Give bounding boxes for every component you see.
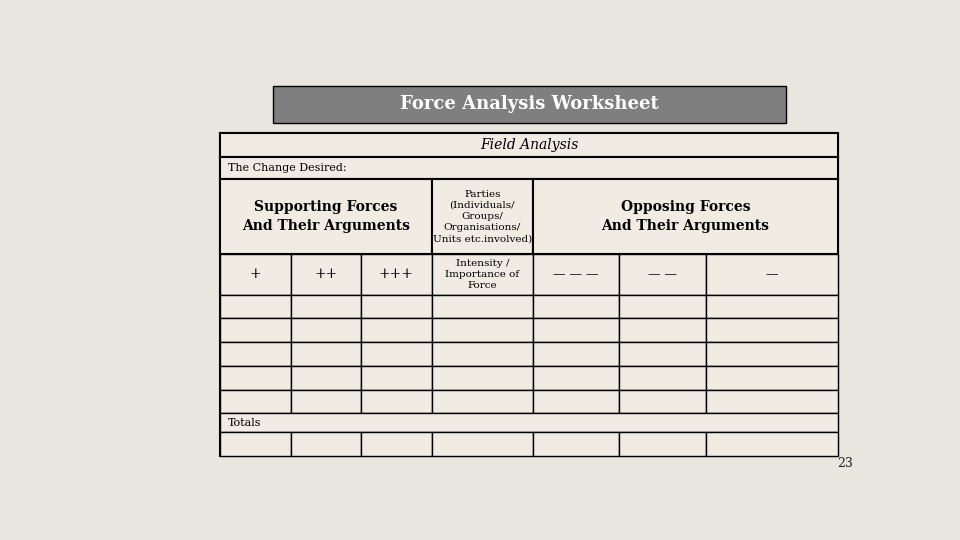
- Bar: [221, 294, 291, 318]
- Bar: [273, 85, 786, 123]
- Text: +++: +++: [379, 267, 414, 281]
- Bar: [706, 342, 838, 366]
- Bar: [291, 366, 361, 389]
- Bar: [291, 342, 361, 366]
- Bar: [291, 389, 361, 413]
- Bar: [619, 254, 706, 294]
- Bar: [432, 294, 533, 318]
- Bar: [221, 133, 838, 456]
- Bar: [361, 389, 432, 413]
- Bar: [432, 389, 533, 413]
- Bar: [361, 318, 432, 342]
- Bar: [221, 318, 291, 342]
- Text: Totals: Totals: [228, 417, 261, 428]
- Bar: [291, 294, 361, 318]
- Text: Parties
(Individuals/
Groups/
Organisations/
Units etc.involved): Parties (Individuals/ Groups/ Organisati…: [433, 190, 532, 243]
- Bar: [706, 254, 838, 294]
- Bar: [221, 432, 291, 456]
- Bar: [221, 157, 838, 179]
- Bar: [706, 294, 838, 318]
- Text: +: +: [250, 267, 261, 281]
- Bar: [533, 294, 619, 318]
- Bar: [291, 254, 361, 294]
- Bar: [361, 294, 432, 318]
- Text: Field Analysis: Field Analysis: [480, 138, 578, 152]
- Bar: [533, 254, 619, 294]
- Text: The Change Desired:: The Change Desired:: [228, 163, 347, 173]
- Text: ++: ++: [315, 267, 338, 281]
- Bar: [361, 366, 432, 389]
- Bar: [432, 366, 533, 389]
- Text: Force Analysis Worksheet: Force Analysis Worksheet: [399, 95, 659, 113]
- Bar: [221, 389, 291, 413]
- Text: — —: — —: [648, 268, 677, 281]
- Bar: [221, 342, 291, 366]
- Bar: [533, 179, 838, 254]
- Bar: [533, 366, 619, 389]
- Bar: [619, 366, 706, 389]
- Text: 23: 23: [837, 457, 852, 470]
- Bar: [706, 389, 838, 413]
- Bar: [361, 342, 432, 366]
- Bar: [432, 342, 533, 366]
- Bar: [432, 318, 533, 342]
- Bar: [706, 318, 838, 342]
- Bar: [361, 254, 432, 294]
- Bar: [221, 133, 838, 157]
- Text: Opposing Forces
And Their Arguments: Opposing Forces And Their Arguments: [601, 200, 769, 233]
- Bar: [619, 389, 706, 413]
- Bar: [361, 432, 432, 456]
- Bar: [619, 294, 706, 318]
- Text: Intensity /
Importance of
Force: Intensity / Importance of Force: [445, 259, 519, 290]
- Bar: [221, 254, 291, 294]
- Bar: [619, 342, 706, 366]
- Bar: [291, 318, 361, 342]
- Bar: [432, 254, 533, 294]
- Bar: [221, 413, 838, 432]
- Bar: [432, 432, 533, 456]
- Text: Supporting Forces
And Their Arguments: Supporting Forces And Their Arguments: [242, 200, 410, 233]
- Text: —: —: [766, 268, 779, 281]
- Bar: [533, 318, 619, 342]
- Bar: [291, 432, 361, 456]
- Bar: [706, 366, 838, 389]
- Bar: [706, 432, 838, 456]
- Bar: [619, 318, 706, 342]
- Bar: [221, 366, 291, 389]
- Bar: [619, 432, 706, 456]
- Bar: [533, 432, 619, 456]
- Bar: [533, 389, 619, 413]
- Bar: [533, 342, 619, 366]
- Bar: [221, 179, 432, 254]
- Bar: [432, 179, 533, 254]
- Text: — — —: — — —: [553, 268, 599, 281]
